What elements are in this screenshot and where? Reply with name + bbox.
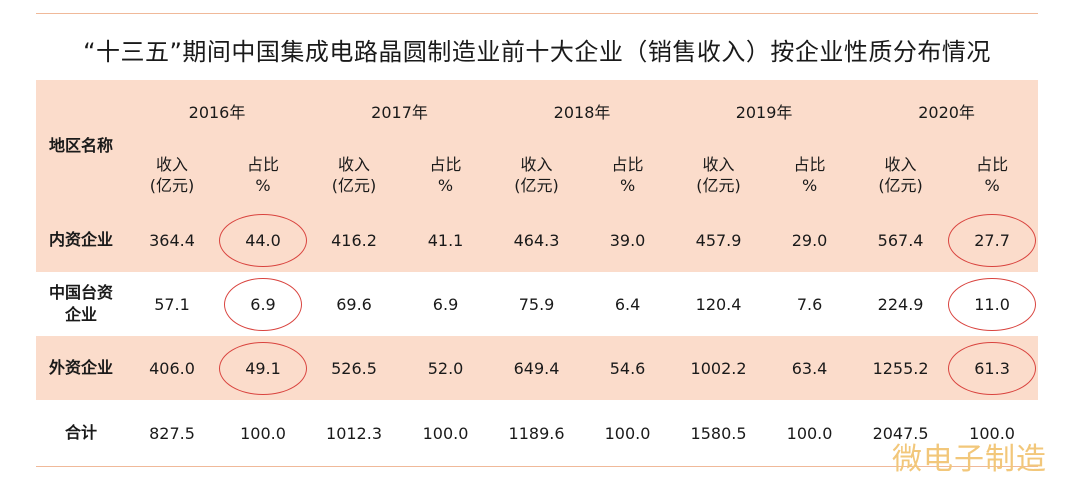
share-cell: 44.0 bbox=[218, 208, 309, 272]
table-title: “十三五”期间中国集成电路晶圆制造业前十大企业（销售收入）按企业性质分布情况 bbox=[83, 38, 991, 66]
share-cell: 6.9 bbox=[218, 272, 309, 336]
share-subheader: 占比% bbox=[218, 142, 309, 208]
revenue-subheader: 收入 (亿元) bbox=[855, 142, 947, 208]
revenue-cell: 416.2 bbox=[308, 208, 401, 272]
row-name: 中国台资 企业 bbox=[36, 272, 126, 336]
year-header: 2020年 bbox=[855, 80, 1039, 142]
share-cell: 61.3 bbox=[946, 336, 1039, 400]
row-name: 外资企业 bbox=[36, 336, 126, 400]
highlight-circle: 44.0 bbox=[219, 213, 307, 267]
revenue-cell: 567.4 bbox=[855, 208, 947, 272]
revenue-cell: 120.4 bbox=[673, 272, 765, 336]
share-cell: 100.0 bbox=[764, 400, 856, 467]
revenue-cell: 224.9 bbox=[855, 272, 947, 336]
revenue-subheader: 收入 (亿元) bbox=[308, 142, 401, 208]
revenue-cell: 649.4 bbox=[491, 336, 583, 400]
revenue-cell: 526.5 bbox=[308, 336, 401, 400]
share-cell: 100.0 bbox=[400, 400, 492, 467]
top-rule bbox=[36, 13, 1038, 14]
revenue-cell: 69.6 bbox=[308, 272, 401, 336]
share-cell: 63.4 bbox=[764, 336, 856, 400]
revenue-cell: 1012.3 bbox=[308, 400, 401, 467]
share-cell: 54.6 bbox=[582, 336, 674, 400]
share-cell: 41.1 bbox=[400, 208, 492, 272]
watermark: 微电子制造 bbox=[892, 442, 1047, 477]
share-cell: 6.4 bbox=[582, 272, 674, 336]
region-header: 地区名称 bbox=[36, 80, 126, 208]
table-row-taiwan: 中国台资 企业 57.1 6.9 69.6 6.9 75.9 6.4 120.4 … bbox=[36, 272, 1039, 336]
highlight-circle: 49.1 bbox=[219, 341, 307, 395]
revenue-cell: 1255.2 bbox=[855, 336, 947, 400]
revenue-cell: 1580.5 bbox=[673, 400, 765, 467]
revenue-cell: 364.4 bbox=[126, 208, 218, 272]
subheader-row: 收入 (亿元) 占比% 收入 (亿元) 占比% 收入 (亿元) 占比% 收入 (亿元) … bbox=[36, 142, 1039, 208]
share-cell: 29.0 bbox=[764, 208, 856, 272]
year-header: 2016年 bbox=[126, 80, 309, 142]
revenue-cell: 2047.5 bbox=[855, 400, 947, 467]
table-row-total: 合计 827.5 100.0 1012.3 100.0 1189.6 100.0… bbox=[36, 400, 1039, 467]
share-cell: 100.0 bbox=[582, 400, 674, 467]
share-cell: 100.0 bbox=[218, 400, 309, 467]
revenue-subheader: 收入 (亿元) bbox=[673, 142, 765, 208]
row-name: 内资企业 bbox=[36, 208, 126, 272]
year-header: 2019年 bbox=[673, 80, 856, 142]
share-cell: 6.9 bbox=[400, 272, 492, 336]
share-subheader: 占比% bbox=[946, 142, 1039, 208]
share-cell: 100.0 bbox=[946, 400, 1039, 467]
highlight-circle: 61.3 bbox=[948, 341, 1036, 395]
revenue-cell: 464.3 bbox=[491, 208, 583, 272]
distribution-table: 地区名称 2016年 2017年 2018年 2019年 2020年 收入 (亿元… bbox=[36, 80, 1039, 467]
year-header-row: 地区名称 2016年 2017年 2018年 2019年 2020年 bbox=[36, 80, 1039, 208]
share-subheader: 占比% bbox=[764, 142, 856, 208]
year-header: 2018年 bbox=[491, 80, 674, 142]
highlight-circle: 27.7 bbox=[948, 213, 1036, 267]
revenue-cell: 457.9 bbox=[673, 208, 765, 272]
revenue-cell: 1189.6 bbox=[491, 400, 583, 467]
share-subheader: 占比% bbox=[400, 142, 492, 208]
year-header: 2017年 bbox=[308, 80, 492, 142]
revenue-subheader: 收入 (亿元) bbox=[126, 142, 218, 208]
revenue-cell: 75.9 bbox=[491, 272, 583, 336]
share-cell: 52.0 bbox=[400, 336, 492, 400]
revenue-cell: 406.0 bbox=[126, 336, 218, 400]
revenue-cell: 827.5 bbox=[126, 400, 218, 467]
table-row-foreign: 外资企业 406.0 49.1 526.5 52.0 649.4 54.6 10… bbox=[36, 336, 1039, 400]
share-cell: 11.0 bbox=[946, 272, 1039, 336]
highlight-circle: 6.9 bbox=[223, 277, 303, 331]
share-cell: 7.6 bbox=[764, 272, 856, 336]
share-subheader: 占比% bbox=[582, 142, 674, 208]
share-cell: 27.7 bbox=[946, 208, 1039, 272]
revenue-cell: 1002.2 bbox=[673, 336, 765, 400]
revenue-subheader: 收入 (亿元) bbox=[491, 142, 583, 208]
share-cell: 49.1 bbox=[218, 336, 309, 400]
revenue-cell: 57.1 bbox=[126, 272, 218, 336]
table-row-domestic: 内资企业 364.4 44.0 416.2 41.1 464.3 39.0 45… bbox=[36, 208, 1039, 272]
highlight-circle: 11.0 bbox=[948, 277, 1036, 331]
share-cell: 39.0 bbox=[582, 208, 674, 272]
row-name: 合计 bbox=[36, 400, 126, 467]
